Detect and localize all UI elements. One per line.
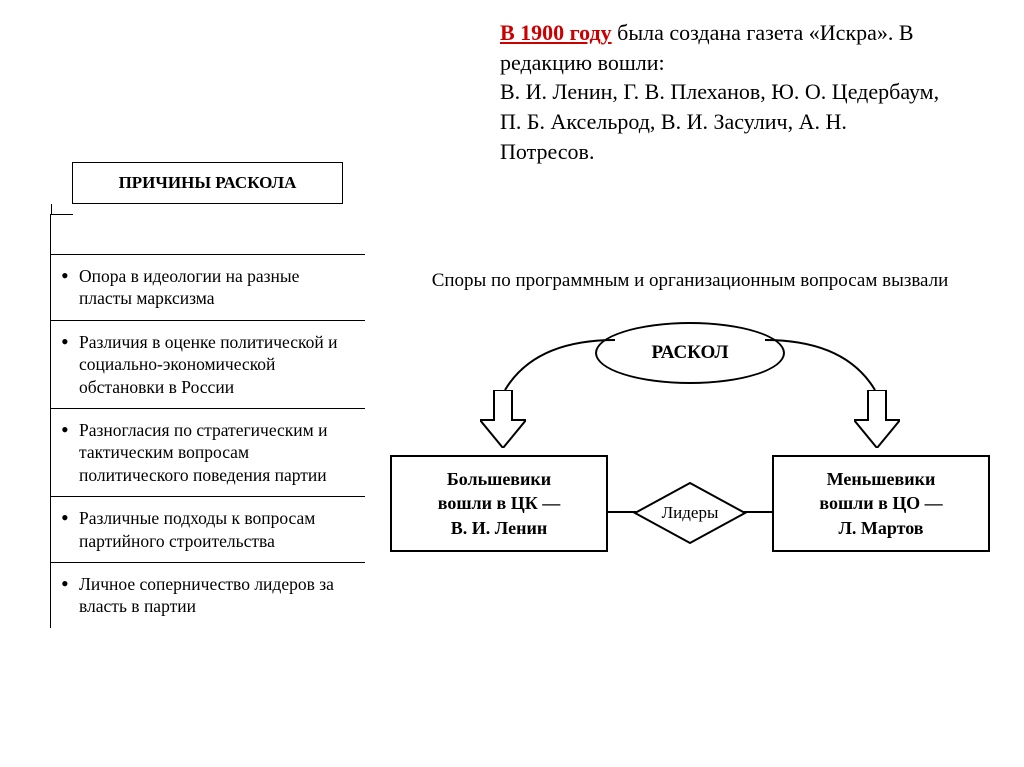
leaders-node: Лидеры — [635, 483, 745, 543]
left-line3: В. И. Ленин — [451, 518, 547, 538]
reasons-block: ПРИЧИНЫ РАСКОЛА Опора в идеологии на раз… — [50, 162, 365, 628]
reasons-list: Опора в идеологии на раз­ные пласты марк… — [50, 214, 365, 628]
reason-item: Различные подходы к во­просам партийного… — [51, 496, 365, 562]
mensheviks-box: Меньшевики вошли в ЦО — Л. Мартов — [772, 455, 990, 552]
right-line1: Меньшевики — [827, 469, 936, 489]
arrow-down-left — [480, 390, 526, 448]
leaders-label: Лидеры — [662, 503, 719, 523]
intro-members: В. И. Ленин, Г. В. Плеханов, Ю. О. Цедер… — [500, 79, 939, 163]
split-label: РАСКОЛ — [652, 342, 729, 364]
right-line3: Л. Мартов — [838, 518, 923, 538]
reasons-title: ПРИЧИНЫ РАСКОЛА — [72, 162, 343, 204]
split-node: РАСКОЛ — [595, 322, 785, 384]
right-line2: вошли в ЦО — — [819, 493, 942, 513]
reason-item: Разногласия по стратегиче­ским и тактиче… — [51, 408, 365, 496]
intro-year: В 1900 году — [500, 20, 612, 45]
arrow-down-right — [854, 390, 900, 448]
left-line2: вошли в ЦК — — [438, 493, 561, 513]
reason-item: Опора в идеологии на раз­ные пласты марк… — [51, 254, 365, 320]
flowchart: Споры по программным и организационным в… — [390, 270, 990, 384]
flow-heading: Споры по программным и организационным в… — [390, 270, 990, 292]
left-line1: Большевики — [447, 469, 551, 489]
intro-text: В 1900 году была создана газета «Искра».… — [500, 18, 940, 166]
reason-item: Личное соперничество ли­деров за власть … — [51, 562, 365, 628]
bolsheviks-box: Большевики вошли в ЦК — В. И. Ленин — [390, 455, 608, 552]
reason-item: Различия в оценке полити­ческой и социал… — [51, 320, 365, 408]
